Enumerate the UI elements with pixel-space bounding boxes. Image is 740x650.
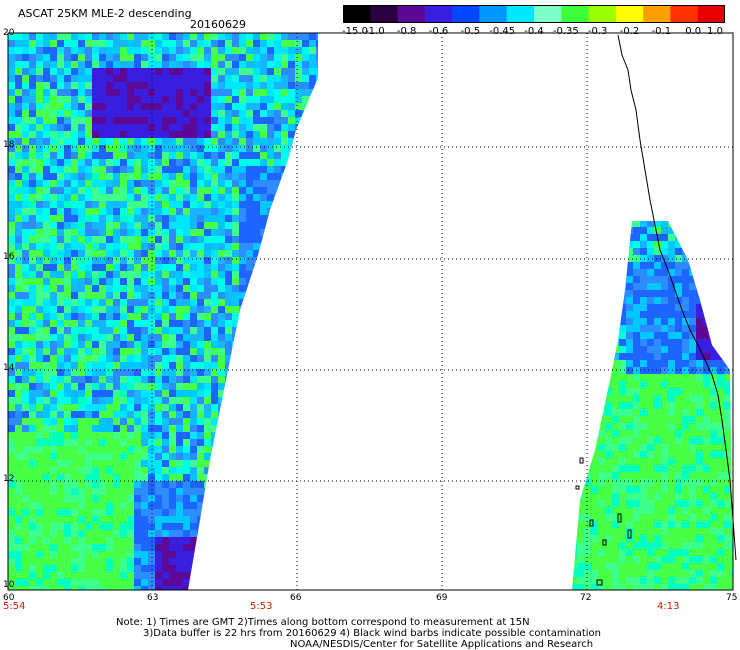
time-label-right: 4:13 xyxy=(657,601,680,612)
lat-label-12: 12 xyxy=(3,474,15,484)
colorbar-swatch xyxy=(561,5,590,23)
colorbar xyxy=(343,5,725,23)
lon-label-60: 60 xyxy=(3,593,15,603)
lon-label-66: 66 xyxy=(290,593,302,603)
time-label-mid: 5:53 xyxy=(250,601,273,612)
swath-right xyxy=(572,221,733,590)
colorbar-label: -0.6 xyxy=(428,26,449,37)
colorbar-swatch xyxy=(343,5,371,23)
colorbar-label: -1.0 xyxy=(365,26,385,37)
lat-label-14: 14 xyxy=(3,363,15,373)
colorbar-label: -0.45 xyxy=(489,26,516,37)
colorbar-label: -0.8 xyxy=(396,26,417,37)
colorbar-swatch xyxy=(615,5,644,23)
colorbar-swatch xyxy=(643,5,672,23)
colorbar-label: -0.2 xyxy=(619,26,640,37)
colorbar-swatch xyxy=(534,5,562,23)
colorbar-swatch xyxy=(479,5,508,23)
lon-label-75: 75 xyxy=(726,593,738,603)
colorbar-swatch xyxy=(697,5,725,23)
colorbar-label: 1.0 xyxy=(707,26,723,37)
lat-label-18: 18 xyxy=(3,140,15,150)
colorbar-label: -0.4 xyxy=(524,26,544,37)
map-border xyxy=(7,32,734,591)
lon-label-69: 69 xyxy=(436,593,448,603)
colorbar-swatch xyxy=(397,5,426,23)
lat-label-16: 16 xyxy=(3,252,15,262)
colorbar-swatch xyxy=(370,5,399,23)
product-date: 20160629 xyxy=(190,18,246,31)
lon-label-72: 72 xyxy=(580,593,592,603)
colorbar-swatch xyxy=(452,5,481,23)
colorbar-swatch xyxy=(670,5,699,23)
colorbar-label: -0.1 xyxy=(651,26,672,37)
footer-note-2: 3)Data buffer is 22 hrs from 20160629 4)… xyxy=(143,628,601,639)
coastline xyxy=(617,34,737,561)
colorbar-swatch xyxy=(506,5,535,23)
product-title: ASCAT 25KM MLE-2 descending xyxy=(18,7,192,20)
grid-lines xyxy=(8,33,733,590)
colorbar-label: -15.0 xyxy=(342,26,368,37)
colorbar-label: -0.35 xyxy=(552,26,579,37)
footer-note-1: Note: 1) Times are GMT 2)Times along bot… xyxy=(116,617,530,628)
time-label-left: 5:54 xyxy=(3,601,26,612)
island-markers xyxy=(575,457,632,586)
footer-note-3: NOAA/NESDIS/Center for Satellite Applica… xyxy=(290,639,594,650)
colorbar-label: -0.3 xyxy=(587,26,608,37)
lon-label-63: 63 xyxy=(147,593,159,603)
colorbar-label: 0.0 xyxy=(685,26,702,37)
lat-label-10: 10 xyxy=(3,580,15,590)
colorbar-label: -0.5 xyxy=(460,26,481,37)
swath-left xyxy=(8,33,318,590)
colorbar-swatch xyxy=(588,5,617,23)
colorbar-swatch xyxy=(424,5,453,23)
lat-label-20: 20 xyxy=(3,28,15,38)
